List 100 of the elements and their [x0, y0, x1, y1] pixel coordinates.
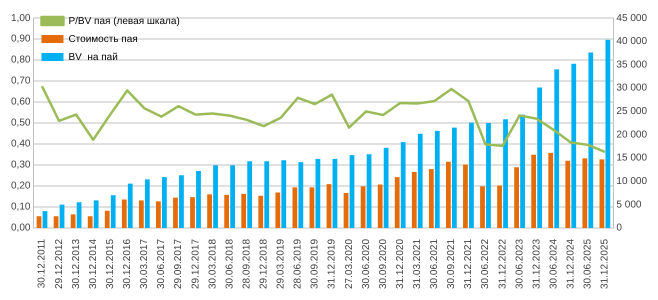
bar — [156, 201, 161, 228]
bar — [264, 161, 270, 228]
x-tick-label: 28.09.2018 — [241, 238, 252, 290]
bar — [104, 210, 110, 228]
y-tick-label: 0,90 — [10, 34, 31, 45]
bar — [162, 177, 167, 228]
bar — [36, 216, 42, 228]
bar — [144, 179, 150, 228]
x-tick-label: 30.09.2021 — [446, 238, 458, 290]
y2-tick-label: 45 000 — [616, 12, 648, 24]
x-tick-label: 30.06.2017 — [156, 238, 168, 290]
bar — [207, 194, 212, 228]
y-tick-label: 0,80 — [10, 54, 31, 66]
bar — [350, 155, 354, 228]
y-tick-label: 0,40 — [10, 138, 31, 150]
y-tick-label: 0,70 — [10, 76, 31, 87]
bar — [94, 200, 99, 228]
bar — [548, 152, 554, 228]
x-tick-label: 29.12.2018 — [258, 238, 270, 290]
bar — [400, 142, 406, 228]
x-tick-label: 30.12.2015 — [104, 238, 116, 290]
bar — [571, 64, 576, 228]
bar — [70, 214, 76, 228]
y-tick-label: 0,50 — [10, 118, 31, 129]
bar — [316, 158, 320, 228]
legend-label: Стоимость пая — [68, 34, 138, 45]
bar — [600, 159, 604, 228]
bar — [554, 69, 560, 228]
bar — [503, 119, 508, 228]
bar — [344, 192, 348, 228]
bar — [469, 122, 474, 228]
bar — [582, 158, 588, 228]
x-tick-label: 29.09.2017 — [173, 238, 184, 290]
y2-tick-label: 5 000 — [616, 199, 642, 210]
bar — [190, 197, 195, 228]
bar — [241, 194, 246, 228]
bar — [480, 186, 485, 228]
x-tick-label: 31.12.2023 — [531, 238, 542, 290]
bar — [326, 184, 332, 228]
bar — [452, 128, 457, 228]
bar — [514, 167, 519, 228]
bar — [292, 187, 298, 228]
x-tick-label: 30.06.2022 — [480, 238, 492, 290]
bar — [88, 216, 93, 228]
x-tick-label: 30.06.2018 — [224, 238, 236, 290]
x-tick-label: 30.09.2020 — [378, 238, 389, 290]
x-tick-label: 31.12.2021 — [463, 238, 474, 290]
y2-tick-label: 40 000 — [616, 36, 648, 48]
bar — [213, 165, 218, 228]
x-tick-label: 30.12.2016 — [122, 238, 134, 290]
y2-tick-label: 20 000 — [616, 129, 648, 140]
bar — [463, 164, 468, 228]
x-tick-label: 30.09.2019 — [310, 238, 321, 290]
y2-tick-label: 30 000 — [616, 82, 648, 94]
bar — [76, 202, 82, 228]
bar — [605, 40, 610, 228]
y2-tick-label: 15 000 — [616, 152, 648, 164]
bar — [122, 199, 127, 228]
x-tick-label: 29.12.2012 — [54, 238, 65, 290]
bar — [531, 154, 536, 228]
x-tick-label: 28.06.2019 — [292, 238, 304, 290]
bar — [588, 52, 594, 228]
bar — [497, 185, 502, 228]
bar — [173, 198, 178, 228]
legend-label: P/BV пая (левая шкала) — [68, 16, 180, 27]
bar — [128, 184, 133, 228]
x-tick-label: 30.06.2021 — [429, 238, 440, 290]
x-tick-label: 30.06.2020 — [360, 238, 372, 290]
y2-tick-label: 10 000 — [616, 176, 648, 188]
y2-tick-label: 25 000 — [616, 106, 648, 118]
x-tick-label: 30.12.2011 — [36, 238, 48, 288]
bar — [138, 200, 144, 228]
x-tick-label: 30.03.2017 — [139, 238, 150, 290]
bar — [418, 134, 423, 228]
y-tick-label: 0,00 — [10, 222, 31, 234]
bar — [196, 171, 201, 228]
y-tick-label: 0,60 — [10, 96, 31, 108]
bar — [394, 177, 400, 228]
x-tick-label: 31.12.2024 — [566, 238, 577, 290]
y-tick-label: 1,00 — [10, 12, 31, 24]
bar — [258, 196, 264, 228]
x-tick-label: 27.03.2020 — [344, 238, 355, 290]
x-tick-label: 31.12.2022 — [497, 238, 508, 290]
bar — [60, 204, 64, 228]
bar — [412, 172, 417, 228]
bar — [520, 114, 525, 228]
bar — [275, 192, 280, 228]
bar — [378, 184, 383, 228]
bar — [360, 186, 366, 228]
bar — [281, 160, 286, 228]
bar — [298, 162, 304, 228]
bar — [224, 194, 230, 228]
bar — [179, 175, 184, 228]
x-tick-label: 29.03.2019 — [276, 238, 287, 290]
y-tick-label: 0,10 — [10, 202, 31, 213]
x-tick-label: 31.03.2021 — [412, 238, 424, 290]
bar — [384, 148, 389, 228]
legend-label: BV на пай — [68, 52, 118, 63]
x-tick-label: 31.12.2025 — [600, 238, 611, 290]
x-tick-label: 30.06.2025 — [582, 238, 594, 290]
